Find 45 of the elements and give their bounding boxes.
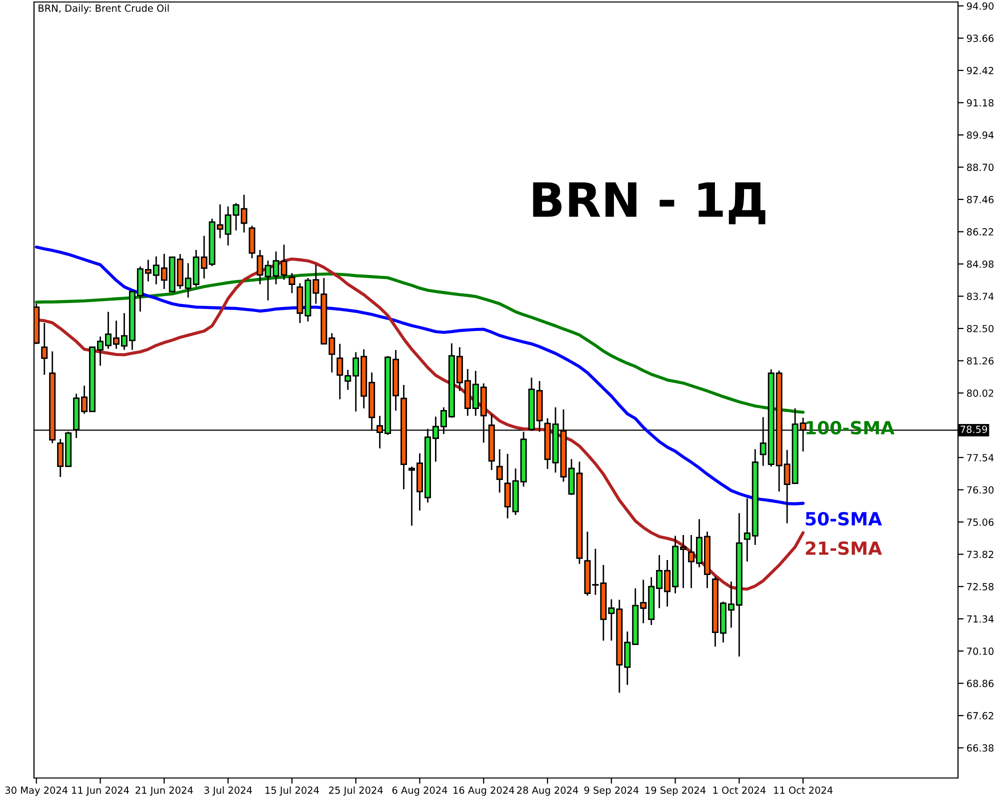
y-tick-label: 92.42 [966, 66, 994, 74]
y-tick-label: 83.74 [966, 292, 994, 300]
y-tick-label: 72.58 [967, 583, 994, 590]
y-tick-label: 66.38 [967, 744, 994, 752]
y-tick-label: 76.30 [967, 486, 994, 494]
series-label: 21-SMA [806, 541, 882, 555]
x-tick-label: 28 Aug 2024 [517, 786, 578, 796]
x-tick-label: 6 Aug 2024 [392, 786, 448, 796]
line-series [34, 246, 805, 506]
y-tick-label: 75.06 [967, 518, 994, 526]
candlestick [41, 322, 48, 376]
y-tick-label: 82.50 [966, 324, 994, 332]
chart-title: BRN, Daily: Brent Crude Oil [38, 4, 169, 14]
y-tick-label: 84.98 [966, 260, 994, 268]
x-tick-label: 11 Jun 2024 [72, 786, 129, 796]
y-tick-label: 94.90 [966, 2, 994, 10]
x-tick-label: 19 Sep 2024 [646, 786, 706, 796]
y-tick-label: 93.66 [966, 34, 994, 42]
x-tick-label: 3 Jul 2024 [204, 786, 252, 796]
x-tick-label: 25 Jul 2024 [329, 786, 383, 796]
x-tick-label: 11 Oct 2024 [774, 786, 833, 794]
y-tick-label: 89.94 [966, 131, 994, 139]
y-tick-label: 80.02 [966, 389, 994, 397]
x-tick-label: 30 May 2024 [5, 786, 68, 796]
x-tick-label: 21 Jun 2024 [136, 786, 193, 796]
candlestick [496, 448, 503, 494]
y-tick-label: 77.54 [967, 454, 994, 462]
y-tick-label: 88.70 [966, 164, 994, 172]
y-tick-label: 87.46 [966, 196, 994, 204]
y-tick-label: 81.26 [966, 357, 994, 365]
y-tick-label: 73.82 [967, 550, 994, 558]
y-tick-label: 86.22 [966, 228, 994, 236]
y-tick-label: 68.86 [967, 680, 994, 688]
y-tick-label: 71.34 [967, 615, 994, 623]
x-tick-label: 1 Oct 2024 [713, 786, 766, 794]
y-tick-label: 91.18 [966, 99, 994, 107]
annotation: BRN - 1Д [533, 182, 766, 224]
x-tick-label: 16 Aug 2024 [454, 786, 514, 796]
candlestick [288, 272, 296, 294]
ref-line-label: 78.59 [960, 426, 987, 434]
series-label: 50-SMA [806, 512, 882, 526]
y-tick-label: 67.62 [967, 712, 994, 720]
x-tick-label: 15 Jul 2024 [266, 786, 319, 796]
x-tick-label: 9 Sep 2024 [584, 786, 639, 796]
y-tick-label: 70.10 [967, 648, 994, 655]
